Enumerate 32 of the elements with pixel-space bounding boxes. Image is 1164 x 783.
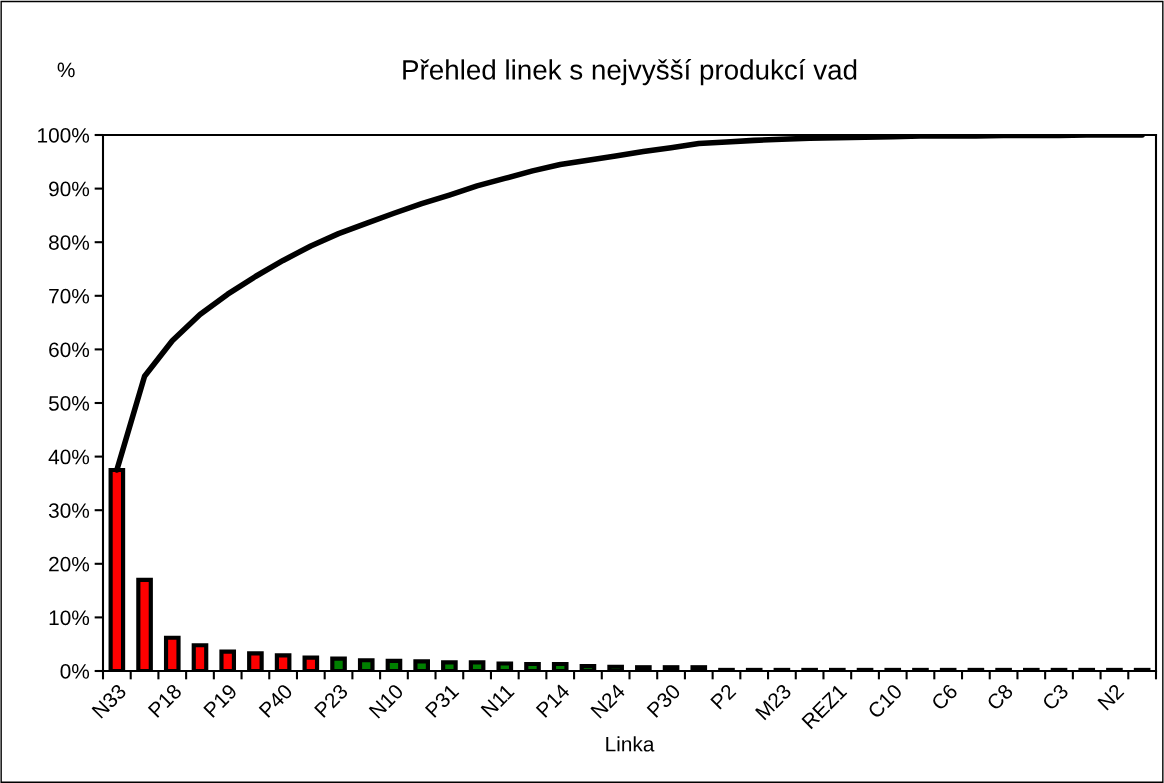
- x-tick-label: N10: [368, 683, 405, 719]
- x-tick-label: P30: [646, 683, 682, 718]
- x-tick-label: P19: [203, 683, 238, 718]
- x-tick-label: N11: [480, 683, 515, 718]
- x-tick-label: P14: [535, 683, 571, 718]
- x-tick-label: C3: [1041, 683, 1070, 712]
- y-tick-label: 90%: [49, 181, 90, 197]
- x-tick-label: P31: [424, 683, 460, 718]
- x-tick-label: N2: [1097, 683, 1125, 711]
- x-tick-label: M23: [754, 683, 793, 721]
- y-tick-label: 30%: [48, 503, 90, 518]
- x-axis-title: Linka: [606, 736, 655, 752]
- y-tick-label: 50%: [48, 396, 90, 411]
- y-tick-label: 0%: [60, 664, 90, 679]
- x-tick-label: P23: [313, 683, 349, 718]
- y-tick-label: 80%: [49, 235, 90, 250]
- x-tick-label: P2: [710, 683, 737, 710]
- y-tick-label: 70%: [49, 288, 90, 304]
- y-tick-label: 10%: [49, 610, 90, 626]
- y-tick-label: 60%: [49, 342, 90, 358]
- x-tick-label: N33: [91, 683, 128, 719]
- x-tick-label: P18: [147, 683, 183, 718]
- y-tick-label: 100%: [38, 128, 90, 143]
- x-tick-label: N24: [590, 682, 626, 719]
- y-tick-label: 40%: [48, 449, 90, 465]
- x-tick-label: P40: [258, 683, 294, 718]
- x-tick-label: C6: [930, 683, 959, 712]
- x-tick-label: C8: [985, 683, 1014, 712]
- y-axis-title: %: [57, 62, 75, 78]
- y-tick-label: 20%: [49, 556, 90, 572]
- chart-title: Přehled linek s nejvyšší produkcí vad: [403, 58, 857, 86]
- x-tick-label: C10: [866, 683, 903, 720]
